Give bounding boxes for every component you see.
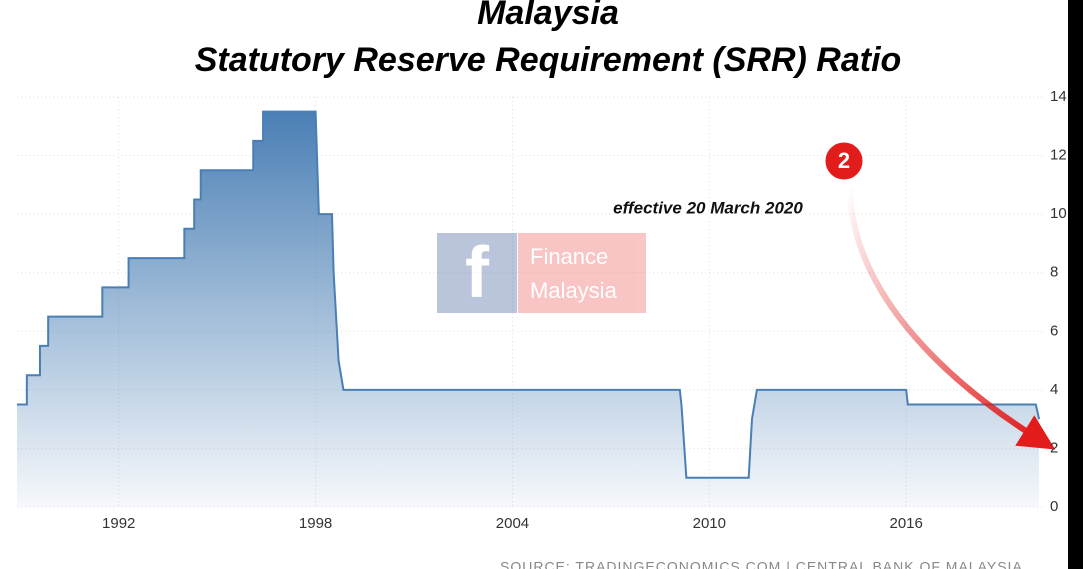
chart-subtitle: Statutory Reserve Requirement (SRR) Rati…	[195, 41, 902, 79]
badge	[822, 139, 866, 183]
x-tick-label: 1998	[299, 515, 332, 532]
chart-title: Malaysia	[477, 0, 619, 32]
watermark-text-box: Finance Malaysia	[530, 244, 617, 303]
x-tick-label: 2016	[890, 515, 923, 532]
y-tick-label: 10	[1050, 205, 1067, 222]
y-tick-label: 12	[1050, 147, 1067, 164]
y-tick-label: 8	[1050, 264, 1058, 281]
source: SOURCE: TRADINGECONOMICS.COM | CENTRAL B…	[500, 559, 1023, 569]
watermark-box	[518, 233, 646, 313]
watermark-f: f	[465, 233, 490, 313]
watermark-text: Finance Malaysia	[530, 244, 617, 303]
x-tick-label: 2010	[693, 515, 726, 532]
x-tick-label: 1992	[102, 515, 135, 532]
y-tick-label: 6	[1050, 322, 1058, 339]
x-tick-label: 2004	[496, 515, 529, 532]
y-tick-label: 2	[1050, 439, 1058, 456]
badge-text: 2	[838, 148, 850, 173]
watermark-icon	[437, 233, 517, 313]
line	[17, 110, 1041, 479]
y-tick-label: 14	[1050, 88, 1067, 105]
annotation-arrow	[847, 184, 1056, 450]
y-tick-label: 0	[1050, 498, 1058, 515]
watermark: f Finance Malaysia	[437, 233, 646, 313]
frame-edge	[1068, 0, 1083, 569]
plot	[17, 110, 1041, 508]
area	[17, 111, 1040, 508]
annotation: effective 20 March 2020	[613, 198, 803, 217]
y-tick-label: 4	[1050, 381, 1058, 398]
